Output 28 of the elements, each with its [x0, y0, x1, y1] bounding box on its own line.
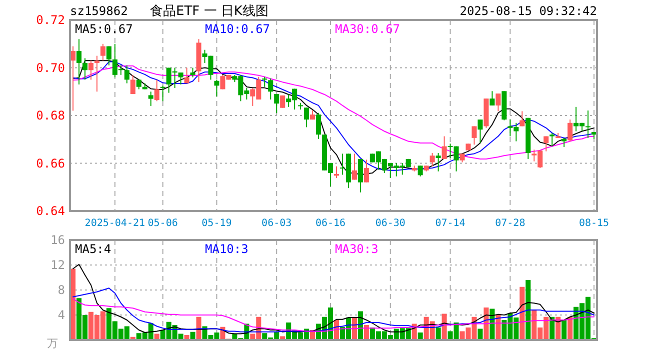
text: 2025-08-15 09:32:42: [460, 4, 597, 18]
text: MA10:0.67: [205, 22, 270, 36]
x-tick-label: 05-06: [148, 218, 178, 229]
x-tick-label: 07-28: [495, 218, 526, 229]
y-tick-label: 8: [58, 283, 65, 297]
x-tick-label: 06-16: [315, 218, 346, 229]
y-tick-label: 12: [50, 258, 65, 272]
y-tick-label: 0.68: [36, 108, 65, 122]
x-tick-label: 06-03: [262, 218, 292, 229]
text: MA10:3: [205, 242, 248, 256]
text: MA30:0.67: [335, 22, 400, 36]
chart-title: 食品ETF 一 日K线图: [150, 4, 268, 19]
y-tick-label: 0.66: [36, 156, 65, 170]
y-tick-label: 4: [58, 308, 65, 322]
chart-subtitle: sz159862: [70, 4, 128, 18]
text: MA30:3: [335, 242, 378, 256]
x-tick-label: 07-14: [435, 218, 466, 229]
x-tick-label: 2025-04-21: [84, 218, 146, 229]
y-tick-label: 16: [50, 233, 65, 247]
series-label: MA5:4: [75, 242, 112, 256]
text: MA5:0.67: [75, 22, 133, 36]
y-axis-title: 万: [47, 337, 58, 350]
x-tick-label: 06-30: [375, 218, 406, 229]
y-tick-label: 0.70: [36, 60, 65, 75]
x-tick-label: 05-19: [202, 218, 232, 229]
x-tick-label: 08-15: [578, 218, 610, 229]
y-tick-label: 0.64: [36, 204, 65, 218]
y-tick-label: 0.72: [36, 13, 65, 27]
